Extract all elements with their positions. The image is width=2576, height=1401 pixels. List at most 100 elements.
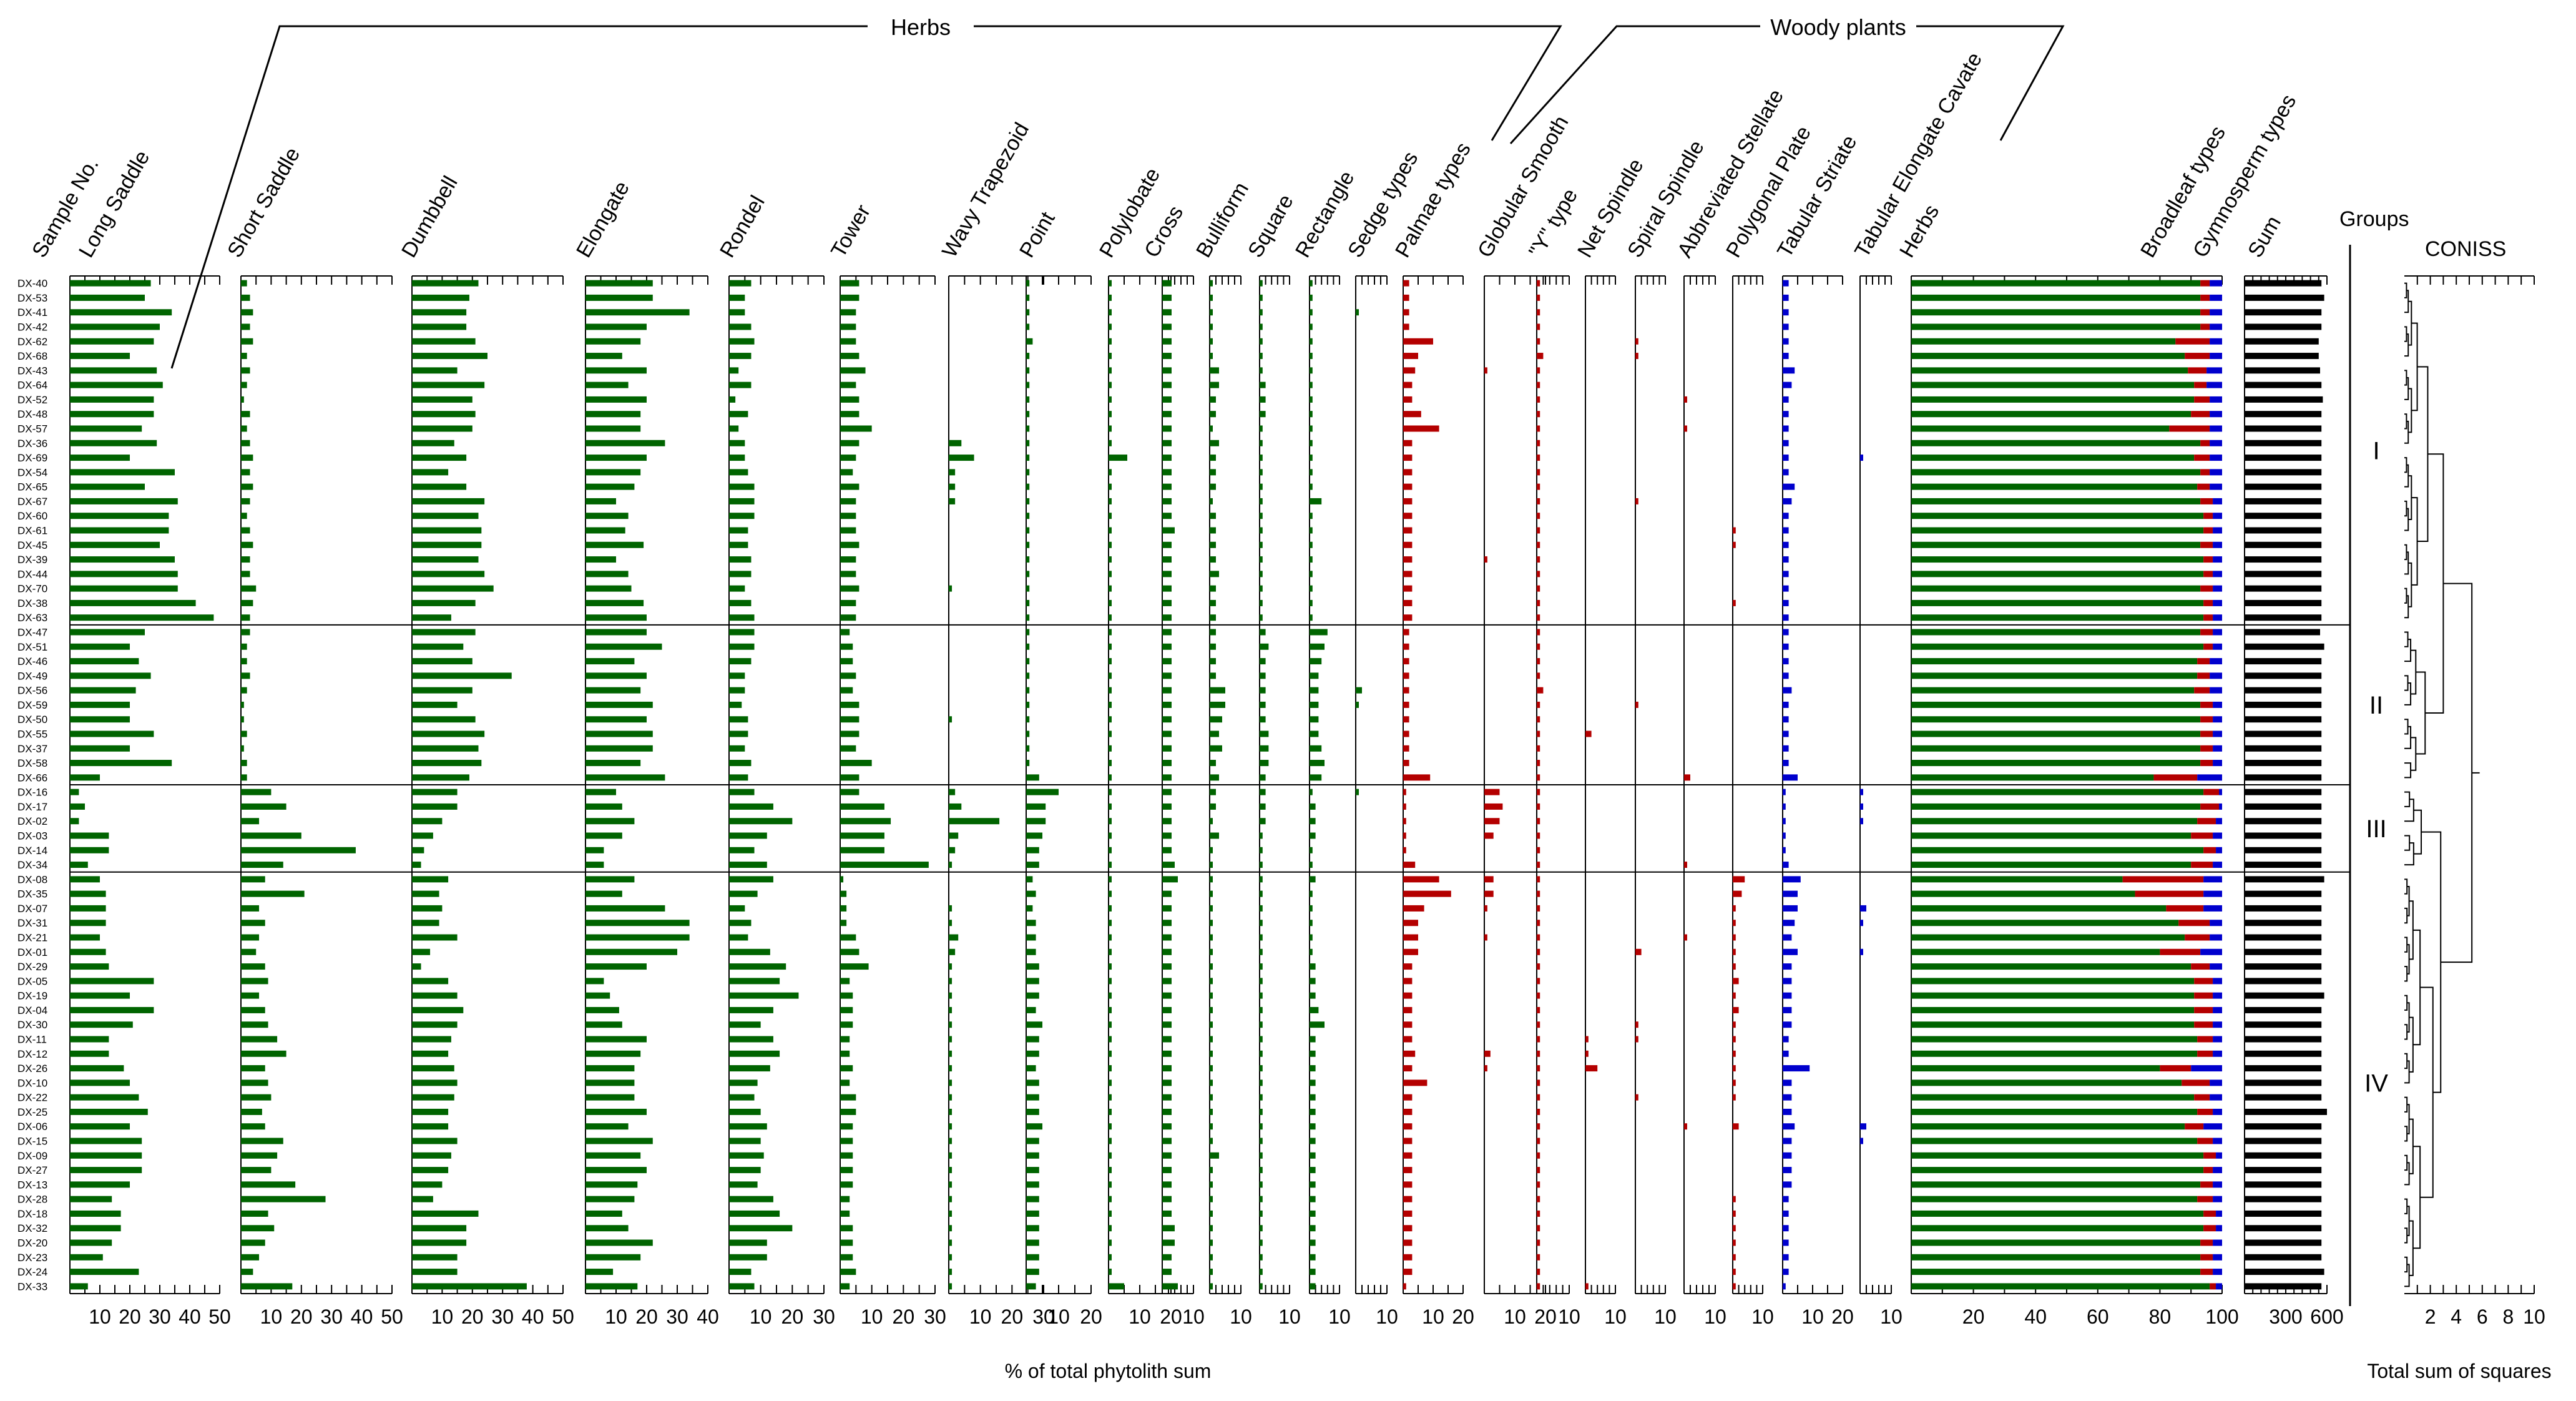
data-bar [840, 1065, 853, 1072]
data-bar [241, 658, 247, 665]
gymnosperm-bar [2191, 1065, 2222, 1072]
data-bar [2245, 1283, 2322, 1290]
data-bar [1109, 1167, 1112, 1174]
data-bar [241, 367, 250, 374]
data-bar [1162, 614, 1172, 621]
data-bar [1210, 672, 1216, 679]
data-bar [729, 876, 773, 883]
gymnosperm-bar [2219, 789, 2222, 795]
data-bar [1733, 890, 1742, 897]
gymnosperm-bar [2200, 948, 2222, 955]
data-bar [729, 1079, 758, 1086]
woody-bracket-right [1916, 25, 2065, 141]
dendrogram-branch [2409, 1016, 2414, 1073]
herbs-bar [1911, 440, 2201, 446]
data-bar [1210, 309, 1213, 316]
data-bar [70, 1196, 112, 1202]
data-bar [1684, 774, 1690, 781]
data-bar [1310, 1283, 1316, 1290]
data-bar [1733, 1210, 1736, 1217]
data-bar [1162, 1036, 1172, 1043]
data-bar [2245, 1021, 2322, 1028]
data-bar [70, 890, 106, 897]
data-bar [1783, 876, 1801, 883]
herbs-bar [1911, 1094, 2195, 1101]
data-bar [1783, 1152, 1792, 1159]
data-bar [1162, 876, 1178, 883]
broadleaf-bar [2191, 963, 2210, 970]
sample-label: DX-20 [17, 1237, 47, 1249]
data-bar [70, 862, 88, 868]
gymnosperm-bar [2210, 396, 2222, 403]
data-bar [1109, 789, 1112, 795]
data-bar [585, 658, 635, 665]
data-bar [1733, 905, 1736, 912]
tick-label: 10 [1278, 1305, 1301, 1328]
herbs-bar [1911, 483, 2198, 490]
dendrogram-branch [2409, 1220, 2414, 1276]
data-bar [2245, 890, 2322, 897]
broadleaf-bar [2160, 1065, 2192, 1072]
broadleaf-bar [2200, 1254, 2213, 1261]
data-bar [1783, 920, 1795, 927]
data-bar [1026, 483, 1030, 490]
data-bar [1310, 905, 1313, 912]
data-bar [1210, 905, 1213, 912]
data-bar [840, 1239, 853, 1246]
data-bar [840, 1094, 856, 1101]
data-bar [1210, 425, 1213, 432]
data-bar [1260, 1108, 1263, 1115]
data-bar [2245, 745, 2322, 752]
data-bar [840, 614, 856, 621]
data-bar [70, 294, 145, 301]
sample-label: DX-59 [17, 699, 47, 711]
data-bar [1537, 818, 1540, 825]
gymnosperm-bar [2213, 1196, 2222, 1202]
data-bar [1210, 701, 1225, 708]
sample-label: DX-36 [17, 438, 47, 450]
gymnosperm-bar [2213, 614, 2222, 621]
data-bar [729, 818, 793, 825]
data-bar [1260, 483, 1263, 490]
data-bar [1537, 1210, 1540, 1217]
sample-label: DX-10 [17, 1077, 47, 1089]
dendrogram-branch [2411, 497, 2418, 586]
data-bar [1783, 905, 1798, 912]
data-bar [949, 789, 956, 795]
data-bar [729, 483, 755, 490]
data-bar [70, 774, 100, 781]
dendrogram-branch [2441, 583, 2473, 963]
gymnosperm-bar [2203, 905, 2222, 912]
data-bar [1310, 701, 1319, 708]
data-bar [70, 425, 142, 432]
dendrogram-branch [2407, 944, 2410, 975]
data-bar [1260, 963, 1263, 970]
data-bar [1310, 658, 1322, 665]
data-bar [949, 1050, 953, 1057]
data-bar [1783, 643, 1789, 650]
herbs-bar [1911, 760, 2201, 767]
data-bar [1162, 920, 1172, 927]
data-bar [1162, 541, 1172, 548]
data-bar [2245, 469, 2322, 476]
data-bar [1783, 701, 1789, 708]
data-bar [1260, 862, 1263, 868]
data-bar [241, 571, 250, 578]
sample-label: DX-62 [17, 336, 47, 348]
herbs-bracket-right [974, 25, 1562, 141]
herbs-bar [1911, 1123, 2185, 1130]
data-bar [70, 411, 154, 418]
data-bar [840, 571, 856, 578]
data-bar [1484, 803, 1503, 810]
data-bar [1310, 1210, 1316, 1217]
data-bar [1783, 716, 1789, 723]
tick-label: 10 [1751, 1305, 1774, 1328]
tick-label: 10 [260, 1305, 283, 1328]
sample-label: DX-37 [17, 743, 47, 755]
data-bar [412, 803, 458, 810]
